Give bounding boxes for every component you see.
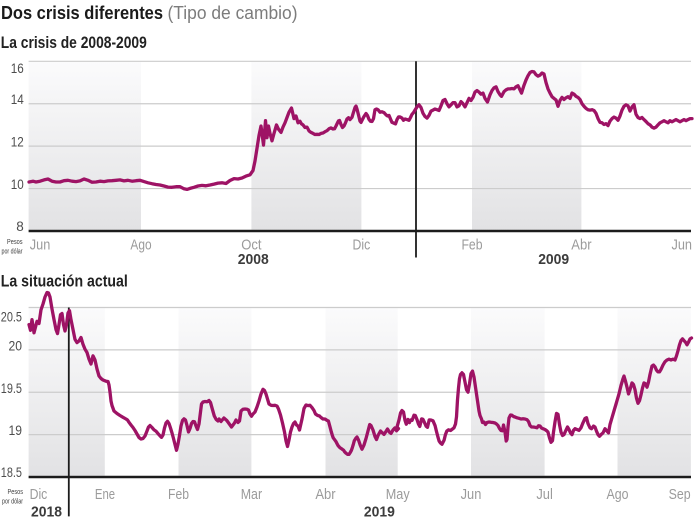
svg-text:Feb: Feb [168, 487, 189, 503]
svg-text:Oct: Oct [241, 237, 261, 253]
svg-text:Jul: Jul [536, 487, 553, 503]
svg-text:La crisis de 2008-2009: La crisis de 2008-2009 [1, 33, 147, 52]
svg-text:20: 20 [9, 339, 23, 354]
svg-text:20.5: 20.5 [1, 310, 22, 325]
svg-text:La situación actual: La situación actual [1, 271, 128, 290]
svg-text:Pesos: Pesos [7, 239, 23, 246]
svg-text:Ago: Ago [607, 487, 629, 503]
svg-text:18.5: 18.5 [1, 465, 22, 480]
svg-text:Feb: Feb [461, 237, 482, 253]
svg-text:2008: 2008 [238, 251, 269, 268]
svg-text:Abr: Abr [571, 237, 591, 253]
svg-text:Jun: Jun [461, 487, 482, 503]
svg-text:16: 16 [11, 61, 24, 76]
svg-text:2019: 2019 [364, 504, 395, 519]
svg-text:Jun: Jun [672, 237, 693, 253]
svg-text:May: May [386, 487, 411, 503]
svg-text:Jun: Jun [30, 237, 51, 253]
svg-text:por dólar: por dólar [2, 248, 23, 255]
svg-text:19: 19 [9, 423, 23, 438]
svg-text:Dic: Dic [353, 237, 371, 253]
svg-text:Sep: Sep [669, 487, 691, 503]
svg-text:2018: 2018 [31, 504, 62, 519]
svg-text:Ago: Ago [130, 237, 151, 253]
svg-text:por dólar: por dólar [2, 498, 23, 505]
svg-text:Ene: Ene [95, 487, 115, 503]
svg-text:Dos crisis diferentes: Dos crisis diferentes [1, 2, 163, 23]
svg-text:Dic: Dic [30, 487, 48, 503]
svg-text:Pesos: Pesos [8, 489, 24, 496]
svg-text:19.5: 19.5 [1, 381, 22, 396]
svg-text:14: 14 [11, 92, 24, 107]
svg-text:(Tipo de cambio): (Tipo de cambio) [168, 2, 298, 23]
svg-text:Abr: Abr [315, 487, 335, 503]
svg-text:12: 12 [11, 134, 24, 149]
svg-text:2009: 2009 [538, 251, 569, 268]
svg-text:10: 10 [11, 177, 24, 192]
svg-text:Mar: Mar [241, 487, 263, 503]
svg-text:8: 8 [16, 219, 24, 234]
